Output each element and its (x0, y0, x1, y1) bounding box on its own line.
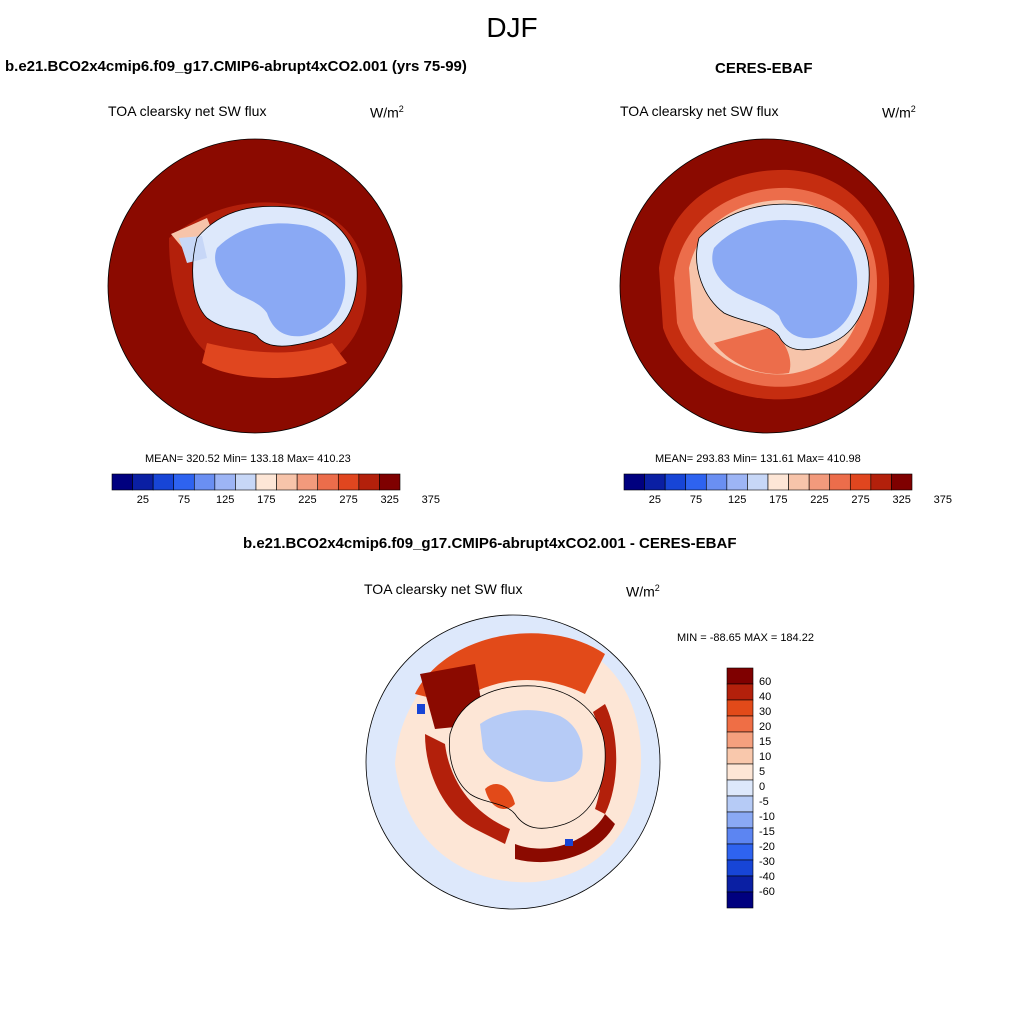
model-colorbar (111, 473, 401, 491)
model-units-label: W/m2 (370, 104, 404, 121)
diff-colorbar-label: 20 (759, 721, 772, 733)
obs-colorbar (623, 473, 913, 491)
diff-colorbar-swatch (726, 859, 754, 877)
diff-colorbar-labels: 60 40 30 20 15 10 5 0 -5 -10 -15 -20 -30 -40 -60 (759, 668, 799, 908)
season-title: DJF (486, 12, 538, 43)
diff-colorbar-label: -30 (759, 856, 775, 868)
diff-colorbar-swatch (726, 763, 754, 781)
diff-colorbar-swatch (726, 683, 754, 701)
diff-colorbar-label: 15 (759, 736, 772, 748)
model-colorbar-swatch (255, 473, 277, 491)
diff-min-max: MIN = -88.65 MAX = 184.22 (677, 632, 814, 644)
model-colorbar-swatch (111, 473, 133, 491)
diff-colorbar (726, 667, 754, 909)
obs-polar-map (619, 138, 915, 434)
model-colorbar-swatch (317, 473, 339, 491)
diff-colorbar-label: 40 (759, 691, 772, 703)
diff-colorbar-label: 0 (759, 781, 766, 793)
diff-colorbar-swatch (726, 699, 754, 717)
diff-colorbar-label: -60 (759, 886, 775, 898)
model-colorbar-ticks: 25 75 125 175 225 275 325 375 (112, 494, 440, 508)
model-panel-title: b.e21.BCO2x4cmip6.f09_g17.CMIP6-abrupt4x… (5, 58, 467, 75)
model-colorbar-swatch (337, 473, 360, 491)
obs-colorbar-swatch (747, 473, 769, 491)
diff-colorbar-swatch (726, 747, 754, 765)
diff-colorbar-label: 60 (759, 676, 772, 688)
model-colorbar-tick: 125 (215, 494, 235, 506)
diff-colorbar-swatch (726, 891, 754, 909)
obs-colorbar-swatch (644, 473, 666, 491)
diff-panel-title: b.e21.BCO2x4cmip6.f09_g17.CMIP6-abrupt4x… (243, 535, 737, 552)
model-colorbar-tick: 275 (339, 494, 358, 506)
obs-colorbar-tick: 325 (892, 494, 911, 506)
model-colorbar-swatch (152, 473, 175, 491)
model-colorbar-tick: 75 (177, 494, 191, 506)
obs-colorbar-ticks: 25 75 125 175 225 275 325 375 (624, 494, 952, 508)
diff-colorbar-swatch (726, 811, 754, 829)
model-stats: MEAN= 320.52 Min= 133.18 Max= 410.23 (145, 453, 351, 465)
diff-colorbar-label: -40 (759, 871, 775, 883)
obs-variable-label: TOA clearsky net SW flux (620, 103, 779, 119)
model-colorbar-swatch (379, 473, 401, 491)
obs-colorbar-tick: 125 (727, 494, 747, 506)
diff-colorbar-swatch (726, 715, 754, 733)
obs-colorbar-swatch (808, 473, 831, 491)
model-colorbar-swatch (214, 473, 236, 491)
diff-colorbar-label: 5 (759, 766, 766, 778)
model-colorbar-tick: 225 (298, 494, 317, 506)
diff-colorbar-swatch (726, 843, 754, 861)
diff-polar-map (365, 614, 661, 910)
diff-colorbar-label: -20 (759, 841, 775, 853)
model-colorbar-swatch (296, 473, 319, 491)
diff-colorbar-label: 10 (759, 751, 772, 763)
model-polar-map (107, 138, 403, 434)
obs-colorbar-tick: 225 (810, 494, 829, 506)
diff-colorbar-swatch (726, 731, 754, 749)
obs-panel-title: CERES-EBAF (715, 60, 813, 77)
obs-colorbar-swatch (870, 473, 892, 491)
obs-colorbar-tick: 375 (933, 494, 953, 506)
obs-colorbar-swatch (685, 473, 707, 491)
model-colorbar-swatch (358, 473, 380, 491)
model-colorbar-swatch (276, 473, 298, 491)
diff-colorbar-label: -5 (759, 796, 769, 808)
obs-colorbar-swatch (623, 473, 645, 491)
model-colorbar-swatch (193, 473, 216, 491)
model-colorbar-tick: 175 (257, 494, 276, 506)
obs-colorbar-swatch (849, 473, 872, 491)
obs-colorbar-swatch (767, 473, 789, 491)
diff-colorbar-swatch (726, 795, 754, 813)
diff-variable-label: TOA clearsky net SW flux (364, 581, 523, 597)
model-colorbar-tick: 25 (136, 494, 149, 506)
diff-colorbar-swatch (726, 779, 754, 797)
diff-colorbar-label: 30 (759, 706, 772, 718)
obs-colorbar-swatch (829, 473, 851, 491)
obs-stats: MEAN= 293.83 Min= 131.61 Max= 410.98 (655, 453, 861, 465)
model-colorbar-swatch (173, 473, 195, 491)
obs-colorbar-swatch (726, 473, 748, 491)
obs-colorbar-swatch (891, 473, 913, 491)
obs-colorbar-tick: 175 (769, 494, 788, 506)
obs-colorbar-tick: 275 (851, 494, 870, 506)
diff-colorbar-swatch (726, 667, 754, 685)
model-colorbar-tick: 325 (380, 494, 399, 506)
model-colorbar-swatch (132, 473, 154, 491)
obs-colorbar-swatch (705, 473, 728, 491)
model-colorbar-tick: 375 (421, 494, 441, 506)
diff-units-label: W/m2 (626, 583, 660, 600)
obs-units-label: W/m2 (882, 104, 916, 121)
obs-colorbar-swatch (788, 473, 810, 491)
obs-colorbar-tick: 75 (689, 494, 703, 506)
model-variable-label: TOA clearsky net SW flux (108, 103, 267, 119)
diff-colorbar-label: -10 (759, 811, 775, 823)
obs-colorbar-swatch (664, 473, 687, 491)
model-colorbar-swatch (235, 473, 257, 491)
diff-colorbar-swatch (726, 875, 754, 893)
diff-colorbar-label: -15 (759, 826, 775, 838)
diff-colorbar-swatch (726, 827, 754, 845)
obs-colorbar-tick: 25 (648, 494, 661, 506)
